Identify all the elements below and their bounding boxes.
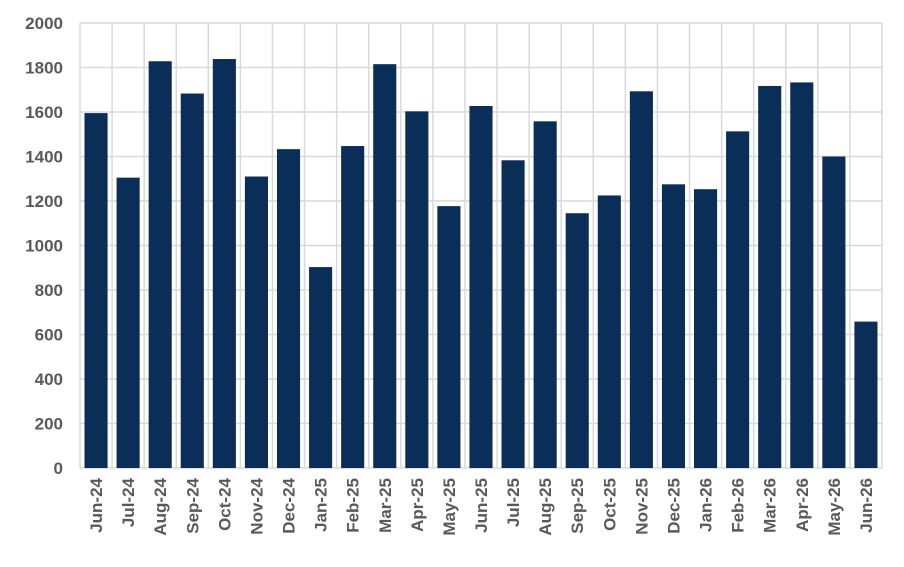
bar-apr-26 <box>790 82 814 468</box>
bar-apr-25 <box>405 111 429 469</box>
x-tick-label: Dec-24 <box>280 477 299 533</box>
bar-oct-25 <box>597 195 621 468</box>
bar-oct-24 <box>212 59 236 469</box>
y-tick-label: 200 <box>35 415 63 434</box>
x-axis-ticks: Jun-24 Jul-24 Aug-24 Sep-24 Oct-24 Nov-24 Dec-… <box>87 477 876 535</box>
x-tick-label: Nov-24 <box>247 477 266 534</box>
x-tick-label: May-26 <box>825 478 844 536</box>
x-tick-label: Nov-25 <box>632 478 651 535</box>
bar-may-26 <box>822 156 846 468</box>
bar-mar-26 <box>758 85 782 468</box>
x-tick-label: Jun-26 <box>857 478 876 533</box>
bar-dec-24 <box>276 149 301 468</box>
y-axis-ticks: 0 200 400 600 800 1000 1200 1400 1600 1800 2000 <box>25 14 63 478</box>
bar-aug-25 <box>533 121 557 468</box>
bar-jun-25 <box>469 105 493 469</box>
x-tick-label: Jun-25 <box>472 478 491 533</box>
x-tick-label: Jul-25 <box>504 478 523 527</box>
x-tick-label: Aug-25 <box>536 478 555 536</box>
y-tick-label: 600 <box>35 326 63 345</box>
y-tick-label: 1400 <box>25 148 63 167</box>
x-tick-label: Apr-26 <box>793 478 812 532</box>
x-tick-label: Mar-26 <box>761 478 780 533</box>
bar-jan-26 <box>694 189 718 468</box>
x-tick-label: Jul-24 <box>119 477 138 527</box>
x-tick-label: Jan-26 <box>697 478 716 532</box>
x-tick-label: Mar-25 <box>376 478 395 533</box>
x-tick-label: Jun-24 <box>87 477 106 532</box>
x-tick-label: Apr-25 <box>408 478 427 532</box>
x-tick-label: Aug-24 <box>151 477 170 535</box>
bar-jul-24 <box>116 177 140 468</box>
bar-sep-24 <box>180 93 204 468</box>
y-tick-label: 1600 <box>25 103 63 122</box>
bar-nov-25 <box>629 91 653 469</box>
x-tick-label: Jan-25 <box>312 478 331 532</box>
y-tick-label: 800 <box>35 281 63 300</box>
bar-jun-26 <box>854 321 878 468</box>
bars <box>84 59 878 469</box>
x-tick-label: Dec-25 <box>664 478 683 534</box>
bar-sep-25 <box>565 213 589 468</box>
y-tick-label: 1800 <box>25 59 63 78</box>
bar-jun-24 <box>84 113 108 469</box>
bar-feb-26 <box>726 131 750 469</box>
y-tick-label: 1000 <box>25 237 63 256</box>
y-tick-label: 2000 <box>25 14 63 33</box>
x-tick-label: Oct-25 <box>600 478 619 531</box>
y-tick-label: 1200 <box>25 192 63 211</box>
x-tick-label: Sep-24 <box>183 477 202 533</box>
x-tick-label: Sep-25 <box>568 478 587 534</box>
bar-jan-25 <box>309 267 333 468</box>
bar-may-25 <box>437 206 461 468</box>
bar-aug-24 <box>148 61 172 469</box>
y-tick-label: 400 <box>35 370 63 389</box>
x-tick-label: Feb-26 <box>729 478 748 533</box>
bar-dec-25 <box>661 184 686 468</box>
x-tick-label: May-25 <box>440 478 459 536</box>
bar-mar-25 <box>373 64 397 468</box>
bar-feb-25 <box>341 146 365 469</box>
y-tick-label: 0 <box>54 459 63 478</box>
bar-jul-25 <box>501 160 525 468</box>
x-tick-label: Feb-25 <box>344 478 363 533</box>
bar-nov-24 <box>244 176 268 468</box>
x-tick-label: Oct-24 <box>215 477 234 530</box>
